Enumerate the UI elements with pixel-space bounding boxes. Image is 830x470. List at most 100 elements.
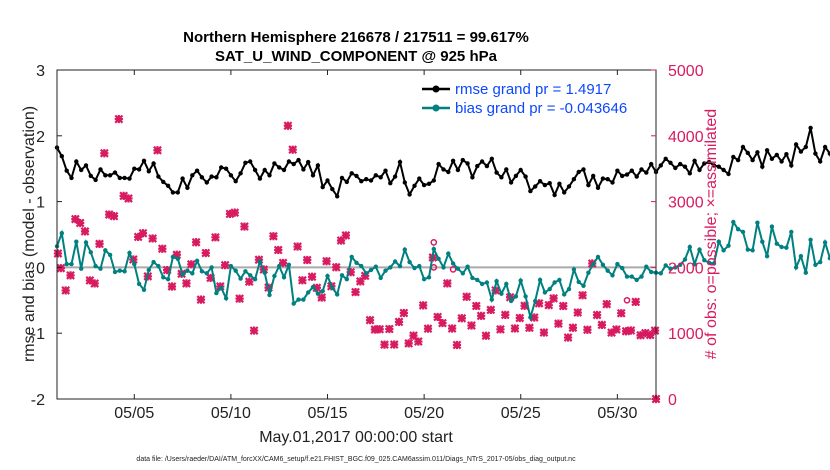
obs-assimilated-marker xyxy=(119,191,129,201)
obs-assimilated-marker xyxy=(399,308,409,318)
rmse-point xyxy=(571,177,577,182)
obs-assimilated-marker xyxy=(370,325,380,334)
rmse-point xyxy=(745,150,750,156)
obs-possible-marker xyxy=(449,266,457,273)
bias-point xyxy=(484,280,490,285)
rmse-point xyxy=(663,156,668,161)
rmse-point xyxy=(252,167,258,173)
obs-assimilated-marker xyxy=(534,298,544,308)
rmse-point xyxy=(180,176,185,181)
rmse-point xyxy=(219,165,224,170)
bias-point xyxy=(175,256,180,261)
obs-assimilated-marker xyxy=(298,275,307,285)
bias-point xyxy=(822,240,828,245)
obs-assimilated-marker xyxy=(433,312,443,322)
obs-assimilated-marker xyxy=(331,262,341,272)
bias-point xyxy=(122,269,127,274)
bias-point xyxy=(779,244,784,250)
rmse-point xyxy=(383,168,388,173)
rmse-point xyxy=(378,175,383,180)
rmse-point xyxy=(151,161,156,166)
bias-point xyxy=(141,287,147,292)
obs-assimilated-marker xyxy=(133,232,143,242)
bias-point xyxy=(344,277,349,282)
bias-point xyxy=(764,254,770,259)
rmse-point xyxy=(682,164,688,169)
obs-assimilated-marker xyxy=(447,324,457,333)
obs-assimilated-marker xyxy=(563,333,573,342)
bias-point xyxy=(219,285,224,290)
bias-point xyxy=(513,294,519,299)
rmse-point xyxy=(576,169,581,175)
rmse-point xyxy=(581,167,586,172)
bias-point xyxy=(721,248,726,253)
rmse-point xyxy=(103,173,108,178)
bias-point xyxy=(557,277,562,283)
bias-point xyxy=(692,261,697,267)
rmse-point xyxy=(359,179,364,184)
obs-assimilated-marker xyxy=(95,239,104,249)
rmse-point xyxy=(426,181,432,186)
bias-point xyxy=(610,273,615,278)
x-tick-label: 05/20 xyxy=(404,405,444,422)
bias-point xyxy=(291,301,296,306)
rmse-point xyxy=(629,168,634,173)
y-left-tick-label: 1 xyxy=(36,195,45,212)
rmse-point xyxy=(547,181,552,186)
obs-assimilated-marker xyxy=(201,248,211,258)
bias-point xyxy=(417,263,422,269)
bias-point xyxy=(199,269,205,274)
rmse-point xyxy=(793,142,799,147)
rmse-point xyxy=(320,184,325,190)
bias-point xyxy=(576,279,581,285)
rmse-point xyxy=(552,192,557,198)
obs-assimilated-marker xyxy=(486,305,496,315)
bias-point xyxy=(465,264,470,269)
rmse-point xyxy=(339,175,345,181)
y-left-tick-label: 0 xyxy=(36,260,45,277)
rmse-point xyxy=(566,184,572,189)
bias-point xyxy=(562,292,567,297)
obs-assimilated-marker xyxy=(293,242,302,251)
rmse-point xyxy=(354,173,359,179)
obs-assimilated-marker xyxy=(616,308,626,318)
obs-assimilated-marker xyxy=(544,300,554,310)
chart-title-line2: SAT_U_WIND_COMPONENT @ 925 hPa xyxy=(215,48,498,65)
bias-point xyxy=(185,268,190,273)
rmse-point xyxy=(335,194,340,199)
bias-point xyxy=(726,243,731,248)
bias-point xyxy=(755,220,760,225)
bias-point xyxy=(668,266,673,271)
bias-point xyxy=(214,290,219,296)
rmse-point xyxy=(658,163,663,168)
y-right-tick-label: 5000 xyxy=(668,63,704,80)
bias-point xyxy=(233,268,238,273)
bias-point xyxy=(528,315,533,320)
rmse-point xyxy=(803,144,808,150)
obs-assimilated-marker xyxy=(592,310,602,320)
rmse-point xyxy=(494,170,499,175)
rmse-point xyxy=(199,175,205,180)
bias-point xyxy=(257,259,263,264)
rmse-point xyxy=(190,173,195,178)
obs-assimilated-marker xyxy=(607,328,616,337)
obs-assimilated-marker xyxy=(409,331,418,341)
axis-layer: 05/05 05/10 05/15 05/20 05/25 05/30 -2 -1 0 1 2 3 0 1… xyxy=(31,63,704,422)
rmse-point xyxy=(740,144,746,150)
rmse-point xyxy=(557,181,562,186)
obs-assimilated-marker xyxy=(317,293,327,302)
rmse-point xyxy=(257,176,263,181)
rmse-point xyxy=(79,167,84,173)
bias-point xyxy=(93,263,98,269)
rmse-point xyxy=(344,179,349,185)
x-tick-label: 05/25 xyxy=(501,405,541,422)
bias-point xyxy=(808,237,813,242)
rmse-point xyxy=(127,176,132,181)
rmse-point xyxy=(291,161,296,167)
rmse-point xyxy=(446,169,451,175)
rmse-point xyxy=(98,167,103,172)
rmse-point xyxy=(388,181,393,186)
rmse-point xyxy=(262,167,267,173)
rmse-point xyxy=(364,177,369,182)
bias-point xyxy=(745,247,750,252)
